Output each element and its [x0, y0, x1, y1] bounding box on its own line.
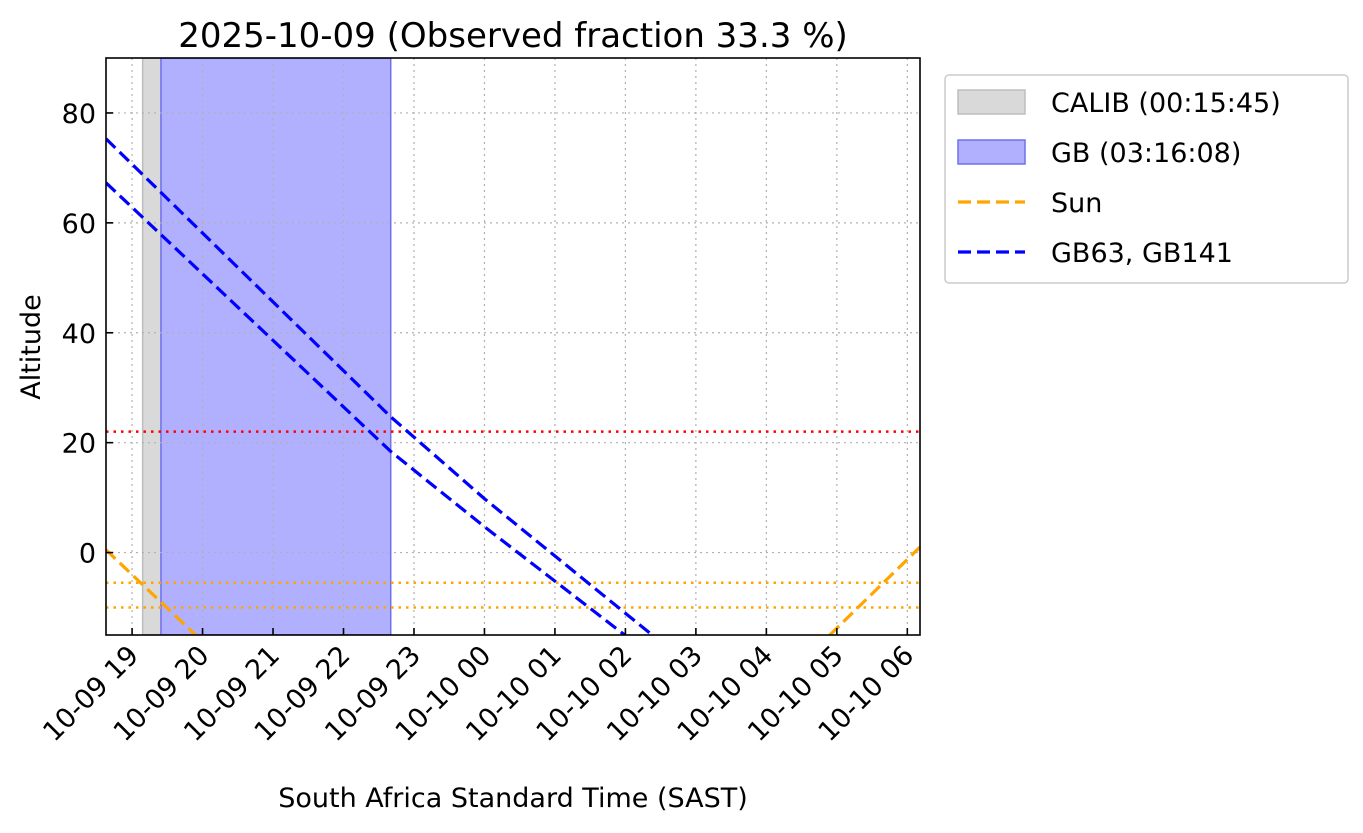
y-tick-label: 20 — [62, 429, 96, 460]
y-tick-label: 60 — [62, 209, 96, 240]
legend-label: CALIB (00:15:45) — [1051, 88, 1281, 119]
legend: CALIB (00:15:45) GB (03:16:08) Sun GB63, GB… — [944, 74, 1349, 284]
legend-swatch-1 — [957, 139, 1026, 165]
legend-swatch-0 — [957, 89, 1026, 115]
span-0 — [141, 58, 162, 635]
series-line-gb141 — [106, 181, 626, 635]
chart-title: 2025-10-09 (Observed fraction 33.3 %) — [178, 16, 848, 56]
legend-frame — [944, 74, 1349, 284]
y-tick-label: 40 — [62, 319, 96, 350]
series-line-sun — [828, 545, 920, 635]
y-tick-label: 80 — [62, 99, 96, 130]
legend-label: GB63, GB141 — [1051, 238, 1233, 269]
series-line-gb63 — [106, 137, 654, 635]
legend-label: Sun — [1051, 188, 1102, 219]
y-axis-label: Altitude — [16, 294, 47, 400]
plot-frame — [105, 57, 921, 636]
legend-label: GB (03:16:08) — [1051, 138, 1241, 169]
span-1 — [160, 58, 392, 635]
x-axis-label: South Africa Standard Time (SAST) — [278, 783, 748, 814]
series-line-sun — [106, 548, 197, 635]
y-tick-label: 0 — [79, 539, 96, 570]
